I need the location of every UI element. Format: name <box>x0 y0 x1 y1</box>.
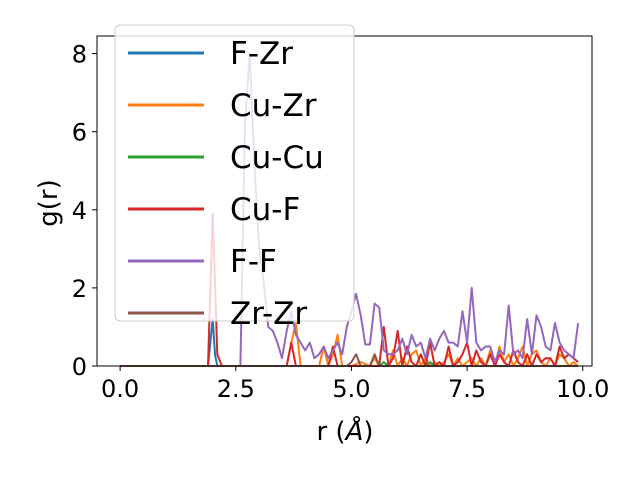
legend-label-zr-zr: Zr-Zr <box>230 296 307 332</box>
x-axis-label: r (Å) <box>316 415 373 447</box>
legend-label-cu-zr: Cu-Zr <box>230 88 317 124</box>
x-axis-ticks: 0.0 2.5 5.0 7.5 10.0 <box>101 366 609 403</box>
legend: F-Zr Cu-Zr Cu-Cu Cu-F F-F Zr-Zr <box>114 24 355 332</box>
series-line-cu-zr <box>120 322 579 367</box>
legend-label-f-zr: F-Zr <box>230 36 293 72</box>
x-axis-label-text: r ( <box>316 417 345 447</box>
legend-label-cu-f: Cu-F <box>230 192 300 228</box>
legend-label-cu-cu: Cu-Cu <box>230 140 324 176</box>
x-axis-label-unit: Å <box>344 415 364 447</box>
y-tick-label: 6 <box>72 119 87 147</box>
y-tick-label: 8 <box>72 41 87 69</box>
y-tick-label: 4 <box>72 197 87 225</box>
x-tick-label: 2.5 <box>217 375 255 403</box>
legend-frame <box>114 24 355 322</box>
x-tick-label: 5.0 <box>332 375 370 403</box>
x-tick-label: 10.0 <box>556 375 609 403</box>
series-line-f-zr <box>120 318 579 367</box>
y-tick-label: 2 <box>72 275 87 303</box>
series-line-cu-f <box>120 212 579 367</box>
y-tick-label: 0 <box>72 353 87 381</box>
x-tick-label: 0.0 <box>101 375 139 403</box>
legend-label-f-f: F-F <box>230 244 277 280</box>
y-axis-label: g(r) <box>34 179 64 226</box>
y-axis-ticks: 0 2 4 6 8 <box>72 41 97 381</box>
x-tick-label: 7.5 <box>448 375 486 403</box>
x-axis-label-close: ) <box>363 417 373 447</box>
